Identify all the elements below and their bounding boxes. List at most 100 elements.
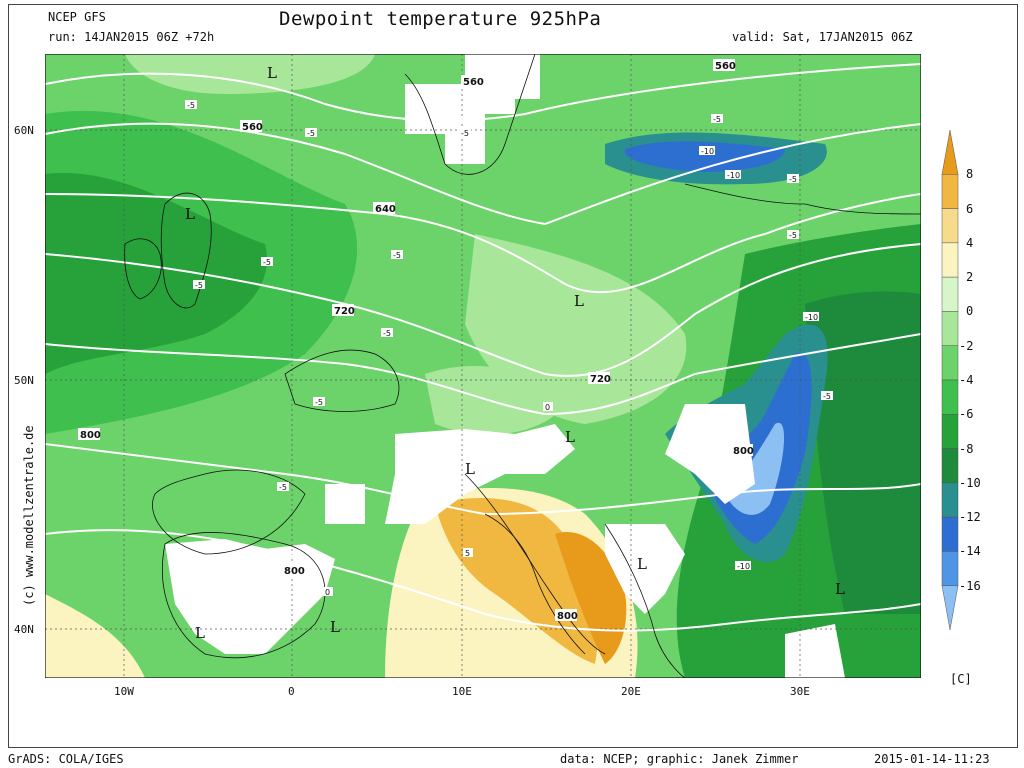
colorbar-segment: [941, 379, 959, 415]
colorbar-tick-label: -6: [959, 407, 974, 422]
low-pressure-label: L: [267, 64, 277, 82]
dewpoint-label-group: -5 -5 -5 -10 -10 -5 -5 -5 -10 -5 -10 -5 …: [185, 100, 833, 597]
model-name: NCEP GFS: [48, 10, 106, 24]
colorbar-tick-label: 4: [966, 235, 974, 250]
colorbar-tick-label: -14: [959, 544, 981, 559]
dewpoint-label: -5: [461, 129, 469, 138]
colorbar-unit: [C]: [950, 672, 972, 686]
mask-balkans: [605, 524, 685, 614]
dewpoint-label: -5: [315, 398, 323, 407]
coastlines: [124, 54, 921, 678]
dewpoint-label: -5: [789, 231, 797, 240]
valid-time: valid: Sat, 17JAN2015 06Z: [732, 30, 913, 44]
contour-label: 800: [557, 611, 578, 622]
lon-label: 10E: [452, 685, 472, 698]
dewpoint-label: -5: [393, 251, 401, 260]
colorbar-tick-label: 8: [966, 167, 974, 182]
mask-massif-central: [325, 484, 365, 524]
contour-label: 560: [463, 77, 484, 88]
lon-label: 30E: [790, 685, 810, 698]
colorbar-tick-label: -10: [959, 475, 981, 490]
colorbar-segments: [941, 130, 959, 630]
run-info: run: 14JAN2015 06Z +72h: [48, 30, 215, 44]
map-title: Dewpoint temperature 925hPa: [279, 8, 602, 30]
dewpoint-label: -5: [195, 281, 203, 290]
low-pressure-label: L: [195, 624, 205, 642]
mask-alps: [385, 424, 575, 524]
dewpoint-label: -10: [701, 147, 714, 156]
lat-label: 50N: [14, 374, 34, 387]
footer-timestamp: 2015-01-14-11:23: [874, 752, 990, 766]
side-credit: (c) www.modellzentrale.de: [22, 425, 36, 606]
colorbar: [941, 130, 959, 630]
contour-label: 720: [590, 374, 611, 385]
colorbar-tick-label: 2: [966, 270, 974, 285]
dewpoint-label: 0: [325, 588, 330, 597]
contour-label-group: 560 560 560 640 720 720 800 800 800 800: [78, 59, 754, 622]
footer-credit: data: NCEP; graphic: Janek Zimmer: [560, 752, 799, 766]
low-pressure-label: L: [835, 580, 845, 598]
colorbar-segment: [941, 414, 959, 449]
low-pressure-label: L: [465, 460, 475, 478]
dewpoint-label: -5: [307, 129, 315, 138]
iberia-moist: [45, 594, 145, 678]
dewpoint-label: -5: [279, 483, 287, 492]
colorbar-segment: [941, 345, 959, 381]
colorbar-tick-label: -2: [959, 338, 974, 353]
colorbar-segment: [941, 551, 959, 586]
colorbar-segment: [941, 276, 959, 312]
low-pressure-label: L: [185, 205, 195, 223]
lon-label: 10W: [114, 685, 134, 698]
dewpoint-label: -5: [713, 115, 721, 124]
contour-label: 640: [375, 204, 396, 215]
dewpoint-label: -5: [383, 329, 391, 338]
lat-label: 60N: [14, 124, 34, 137]
mask-norway: [405, 54, 540, 164]
contour-label: 800: [733, 446, 754, 457]
dewpoint-label: 5: [465, 549, 470, 558]
colorbar-segment: [941, 585, 959, 630]
mask-carpathians: [665, 404, 755, 504]
colorbar-tick-label: 0: [966, 304, 974, 319]
colorbar-segment: [941, 448, 959, 484]
colorbar-segment: [941, 174, 959, 209]
dewpoint-label: 0: [545, 403, 550, 412]
colorbar-segment: [941, 482, 959, 518]
colorbar-tick-label: -8: [959, 441, 974, 456]
colorbar-tick-label: -4: [959, 373, 974, 387]
dewpoint-label: -5: [187, 101, 195, 110]
colorbar-tick-label: -12: [959, 510, 981, 525]
lat-label: 40N: [14, 623, 34, 636]
dewpoint-label: -10: [805, 313, 818, 322]
colorbar-tick-label: -16: [959, 578, 981, 593]
north-atlantic-light: [125, 54, 375, 94]
lon-label: 20E: [621, 685, 641, 698]
map-frame: [8, 4, 1018, 748]
eastern-very-dry: [805, 291, 921, 614]
colorbar-segment: [941, 208, 959, 244]
low-pressure-label: L: [565, 428, 575, 446]
colorbar-segment: [941, 516, 959, 552]
low-pressure-label: L: [637, 555, 647, 573]
lon-label: 0: [288, 685, 295, 698]
finland-blue: [625, 141, 785, 172]
dewpoint-label: -10: [737, 562, 750, 571]
dewpoint-label: -5: [789, 175, 797, 184]
dewpoint-map: 560 560 560 640 720 720 800 800 800 800 …: [45, 54, 921, 678]
dewpoint-label: -5: [823, 392, 831, 401]
contour-label: 800: [80, 430, 101, 441]
colorbar-segment: [941, 242, 959, 278]
alps-north-moist: [425, 365, 565, 435]
footer-software: GrADS: COLA/IGES: [8, 752, 124, 766]
contour-label: 560: [715, 61, 736, 72]
contour-label: 800: [284, 566, 305, 577]
low-pressure-group: L L L L L L L L L: [185, 64, 845, 642]
low-pressure-label: L: [330, 618, 340, 636]
low-pressure-label: L: [574, 292, 584, 310]
colorbar-tick-label: 6: [966, 201, 974, 216]
dewpoint-label: -5: [263, 258, 271, 267]
contour-label: 560: [242, 122, 263, 133]
colorbar-segment: [941, 130, 959, 175]
contour-label: 720: [334, 306, 355, 317]
graticule: [45, 54, 921, 678]
